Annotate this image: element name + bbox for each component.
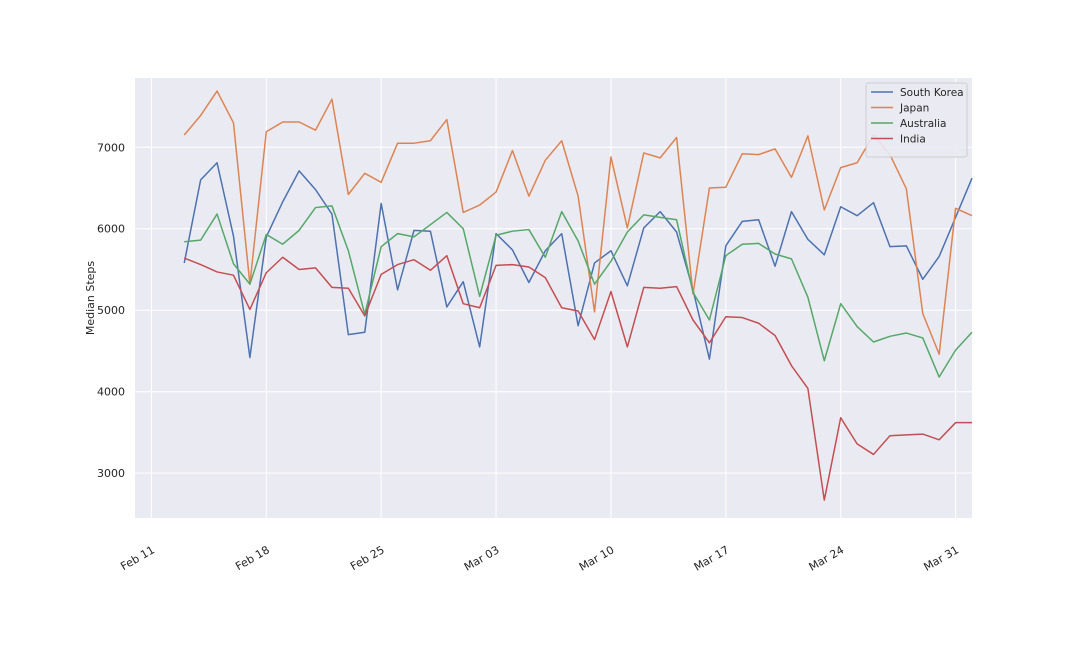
y-tick-label: 3000: [97, 467, 125, 480]
legend: South Korea Japan Australia India: [865, 82, 968, 158]
x-tick-label: Feb 18: [233, 543, 272, 573]
x-axis-ticks: Feb 11 Feb 18 Feb 25 Mar 03 Mar 10 Mar 17 Mar …: [118, 543, 961, 573]
x-tick-label: Mar 03: [462, 543, 502, 573]
legend-label-south-korea: South Korea: [900, 87, 964, 99]
x-tick-label: Mar 10: [577, 543, 617, 573]
legend-label-india: India: [900, 134, 926, 146]
series-line-south-korea: [183, 161, 973, 360]
y-axis-label: Median Steps: [84, 261, 97, 336]
x-tick-label: Feb 11: [118, 543, 157, 573]
plot-area: [135, 78, 972, 518]
y-axis-ticks: 3000 4000 5000 6000 7000: [97, 141, 125, 480]
y-tick-label: 5000: [97, 304, 125, 317]
grid-lines: [135, 78, 972, 518]
series-line-india: [183, 254, 972, 501]
series-line-japan: [183, 90, 973, 355]
x-tick-label: Mar 17: [692, 543, 732, 573]
series-lines: [183, 90, 973, 501]
x-tick-label: Mar 31: [921, 543, 961, 573]
y-tick-label: 6000: [97, 223, 125, 236]
series-line-australia: [184, 205, 973, 378]
legend-label-australia: Australia: [900, 118, 946, 130]
x-tick-label: Mar 24: [807, 543, 847, 573]
x-tick-label: Feb 25: [348, 543, 387, 573]
y-tick-label: 7000: [97, 141, 125, 154]
y-tick-label: 4000: [97, 386, 125, 399]
legend-label-japan: Japan: [899, 103, 929, 115]
